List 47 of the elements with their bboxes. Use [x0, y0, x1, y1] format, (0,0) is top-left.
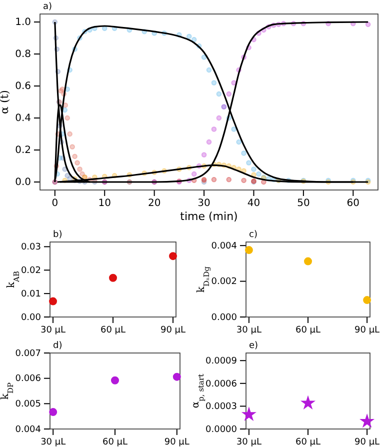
- y-tick-label: 0.007: [15, 348, 41, 359]
- y-tick-label: 0.000: [211, 312, 238, 323]
- x-tick-label: 30 μL: [40, 325, 66, 336]
- y-tick-label: 0.0000: [206, 424, 238, 435]
- y-tick-label: 0.0: [15, 177, 31, 188]
- x-tick-label: 90 μL: [354, 437, 380, 447]
- y-tick-label: 0.004: [15, 424, 42, 435]
- x-tick-label: 60 μL: [102, 437, 128, 447]
- x-tick-label: 90 μL: [164, 437, 190, 447]
- chart-title: e): [249, 341, 258, 351]
- y-tick-label: 0.004: [211, 241, 238, 252]
- x-tick-label: 10: [98, 198, 111, 210]
- x-tick-label: 30 μL: [236, 325, 262, 336]
- x-tick-label: 60 μL: [100, 325, 126, 336]
- y-tick-label: 0.0006: [206, 379, 238, 390]
- x-axis-title: time (min): [180, 210, 238, 223]
- y-tick-label: 0.6: [15, 81, 31, 92]
- x-tick-label: 90 μL: [354, 325, 380, 336]
- y-tick-label: 0.006: [15, 374, 42, 384]
- y-axis-title: α (t): [0, 90, 12, 114]
- chart-title: b): [53, 230, 62, 240]
- x-tick-label: 50: [297, 198, 310, 210]
- y-tick-label: 0.03: [20, 242, 41, 253]
- y-tick-label: 0.01: [20, 289, 41, 300]
- y-tick-label: 0.8: [15, 49, 31, 60]
- x-tick-label: 40: [247, 198, 260, 210]
- chart-title: c): [249, 230, 258, 240]
- y-tick-label: 1.0: [15, 17, 31, 28]
- x-tick-label: 0: [52, 198, 58, 210]
- x-tick-label: 60 μL: [295, 325, 321, 336]
- chart-title: d): [53, 341, 62, 351]
- y-tick-label: 0.02: [20, 266, 41, 276]
- y-tick-label: 0.4: [15, 113, 31, 124]
- x-tick-label: 30 μL: [40, 437, 66, 447]
- y-tick-label: 0.0003: [206, 402, 237, 412]
- y-tick-label: 0.00: [20, 312, 42, 323]
- x-tick-label: 20: [148, 198, 161, 210]
- x-tick-label: 60 μL: [295, 437, 321, 447]
- y-tick-label: 0.002: [211, 277, 237, 288]
- x-tick-label: 30 μL: [236, 437, 262, 447]
- x-tick-label: 90 μL: [160, 325, 186, 336]
- y-tick-label: 0.005: [15, 400, 41, 410]
- x-tick-label: 30: [198, 198, 210, 210]
- chart-title: a): [43, 2, 52, 12]
- x-tick-label: 60: [346, 198, 360, 210]
- y-tick-label: 0.2: [15, 145, 31, 156]
- y-tick-label: 0.0009: [206, 356, 238, 366]
